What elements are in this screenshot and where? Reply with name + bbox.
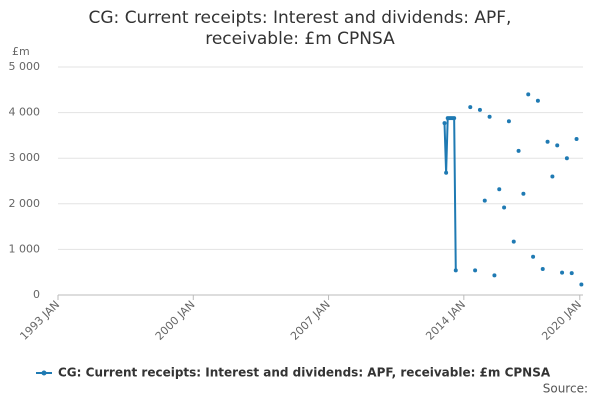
data-point xyxy=(473,268,478,273)
data-point xyxy=(487,114,492,119)
data-point xyxy=(497,187,502,192)
data-point xyxy=(468,105,473,110)
data-point xyxy=(531,254,536,259)
data-point xyxy=(574,137,579,142)
data-point xyxy=(502,205,507,210)
data-point xyxy=(560,270,565,275)
data-point xyxy=(452,116,457,121)
data-point xyxy=(564,156,569,161)
x-tick-label: 2014 JAN xyxy=(423,298,468,343)
data-point xyxy=(511,239,516,244)
data-point xyxy=(555,143,560,148)
data-point xyxy=(442,121,447,126)
data-point xyxy=(521,191,526,196)
data-point xyxy=(540,267,545,272)
data-point xyxy=(482,198,487,203)
data-point xyxy=(516,148,521,153)
data-point xyxy=(492,273,497,278)
y-tick-label: 4 000 xyxy=(9,106,41,119)
x-tick-label: 2000 JAN xyxy=(153,298,198,343)
chart-title: CG: Current receipts: Interest and divid… xyxy=(88,8,512,49)
data-point xyxy=(453,268,458,273)
y-tick-label: 2 000 xyxy=(9,197,41,210)
series-line xyxy=(445,118,582,284)
y-axis-label: £m xyxy=(12,45,30,58)
y-tick-label: 0 xyxy=(33,288,40,301)
source: Source: xyxy=(543,382,588,396)
data-point xyxy=(550,174,555,179)
data-point xyxy=(526,92,531,97)
data-point xyxy=(444,170,449,175)
data-point xyxy=(477,107,482,112)
x-tick-label: 1993 JAN xyxy=(17,298,62,343)
x-tick-label: 2007 JAN xyxy=(288,298,333,343)
y-tick-label: 3 000 xyxy=(9,151,41,164)
y-tick-label: 1 000 xyxy=(9,242,41,255)
x-tick-label: 2020 JAN xyxy=(539,298,584,343)
legend-label: CG: Current receipts: Interest and divid… xyxy=(58,366,551,380)
y-tick-label: 5 000 xyxy=(9,60,41,73)
data-point xyxy=(506,119,511,124)
legend-marker xyxy=(41,370,47,376)
data-point xyxy=(545,139,550,144)
data-point xyxy=(535,98,540,103)
data-point xyxy=(569,271,574,276)
data-point xyxy=(579,282,584,287)
